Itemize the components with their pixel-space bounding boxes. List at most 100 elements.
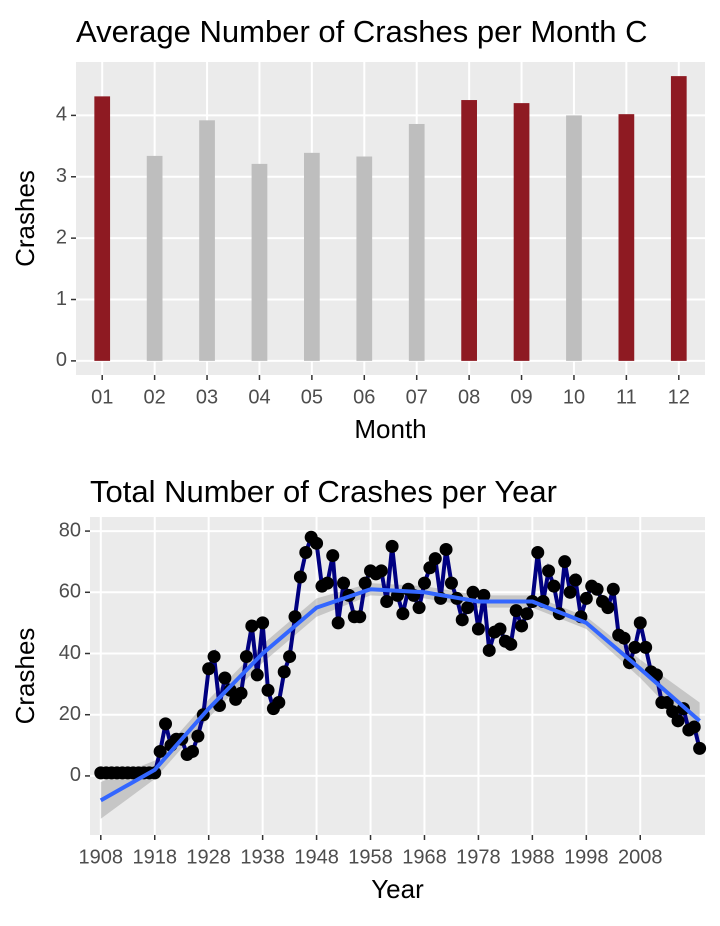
data-point [374,564,388,578]
x-axis-title: Month [354,414,426,444]
y-tick-label: 40 [59,642,81,664]
y-axis-title: Crashes [10,170,40,267]
x-tick-label: 03 [196,386,218,408]
data-point [504,637,518,651]
data-point [380,594,394,608]
x-tick-label: 02 [144,386,166,408]
y-tick-label: 3 [56,165,67,187]
data-point [288,610,302,624]
bar [618,114,635,361]
y-tick-label: 20 [59,703,81,725]
data-point [353,610,367,624]
data-point [261,683,275,697]
data-point [396,607,410,621]
data-point [159,717,173,731]
x-tick-label: 1998 [564,846,609,868]
data-point [299,546,313,560]
data-point [639,640,653,654]
bar [461,100,477,361]
x-tick-label: 04 [248,386,270,408]
data-point [531,546,545,560]
data-point [234,686,248,700]
data-point [606,582,620,596]
data-point [218,671,232,685]
x-tick-label: 1908 [79,846,124,868]
data-point [277,665,291,679]
x-tick-label: 07 [406,386,428,408]
x-tick-label: 12 [668,386,690,408]
data-point [509,604,523,618]
data-point [272,695,286,709]
data-point [542,564,556,578]
data-point [558,555,572,569]
bar [566,115,582,361]
data-point [466,585,480,599]
x-tick-label: 11 [616,386,637,408]
x-tick-label: 1928 [186,846,231,868]
data-point [337,576,351,590]
data-point [547,579,561,593]
data-point [493,622,507,636]
data-point [590,582,604,596]
data-point [579,591,593,605]
y-tick-label: 0 [56,349,67,371]
bar [199,120,215,361]
data-point [471,622,485,636]
x-tick-label: 2008 [618,846,663,868]
data-point [515,619,529,633]
bar [94,96,111,361]
y-axis-title: Crashes [10,628,40,725]
bar [356,156,373,361]
data-point [293,570,307,584]
data-point [417,576,431,590]
data-point [477,588,491,602]
x-tick-label: 1938 [240,846,285,868]
data-point [633,616,647,630]
y-tick-label: 4 [56,104,67,126]
data-point [283,650,297,664]
data-point [569,573,583,587]
data-point [207,650,221,664]
y-tick-label: 60 [59,581,81,603]
bar [670,76,687,361]
x-tick-label: 10 [563,386,585,408]
plot-background [90,517,705,835]
data-point [455,613,469,627]
data-point [428,552,442,566]
data-point [310,536,324,550]
data-point [563,585,577,599]
x-tick-label: 06 [353,386,375,408]
data-point [256,616,270,630]
data-point [412,601,426,615]
data-point [153,744,167,758]
x-tick-label: 1958 [348,846,393,868]
x-axis-title: Year [371,874,424,904]
data-line [100,533,702,775]
x-tick-label: 1978 [456,846,501,868]
plot-background [76,62,705,375]
x-tick-label: 08 [458,386,480,408]
x-tick-label: 1948 [294,846,339,868]
data-point [482,643,496,657]
x-tick-label: 1988 [510,846,555,868]
trend-line [99,587,701,803]
y-tick-label: 1 [56,288,67,310]
x-tick-label: 1918 [132,846,177,868]
data-point [250,668,264,682]
data-point [601,601,615,615]
data-point [191,729,205,743]
x-tick-label: 05 [301,386,323,408]
data-point [326,549,340,563]
data-point [671,714,685,728]
bar [251,163,268,361]
bar [304,152,320,361]
data-point [628,640,642,654]
data-point [331,616,345,630]
bar [513,103,530,361]
y-tick-label: 0 [70,764,81,786]
y-tick-label: 80 [59,519,81,541]
data-point [320,576,334,590]
data-point [617,631,631,645]
